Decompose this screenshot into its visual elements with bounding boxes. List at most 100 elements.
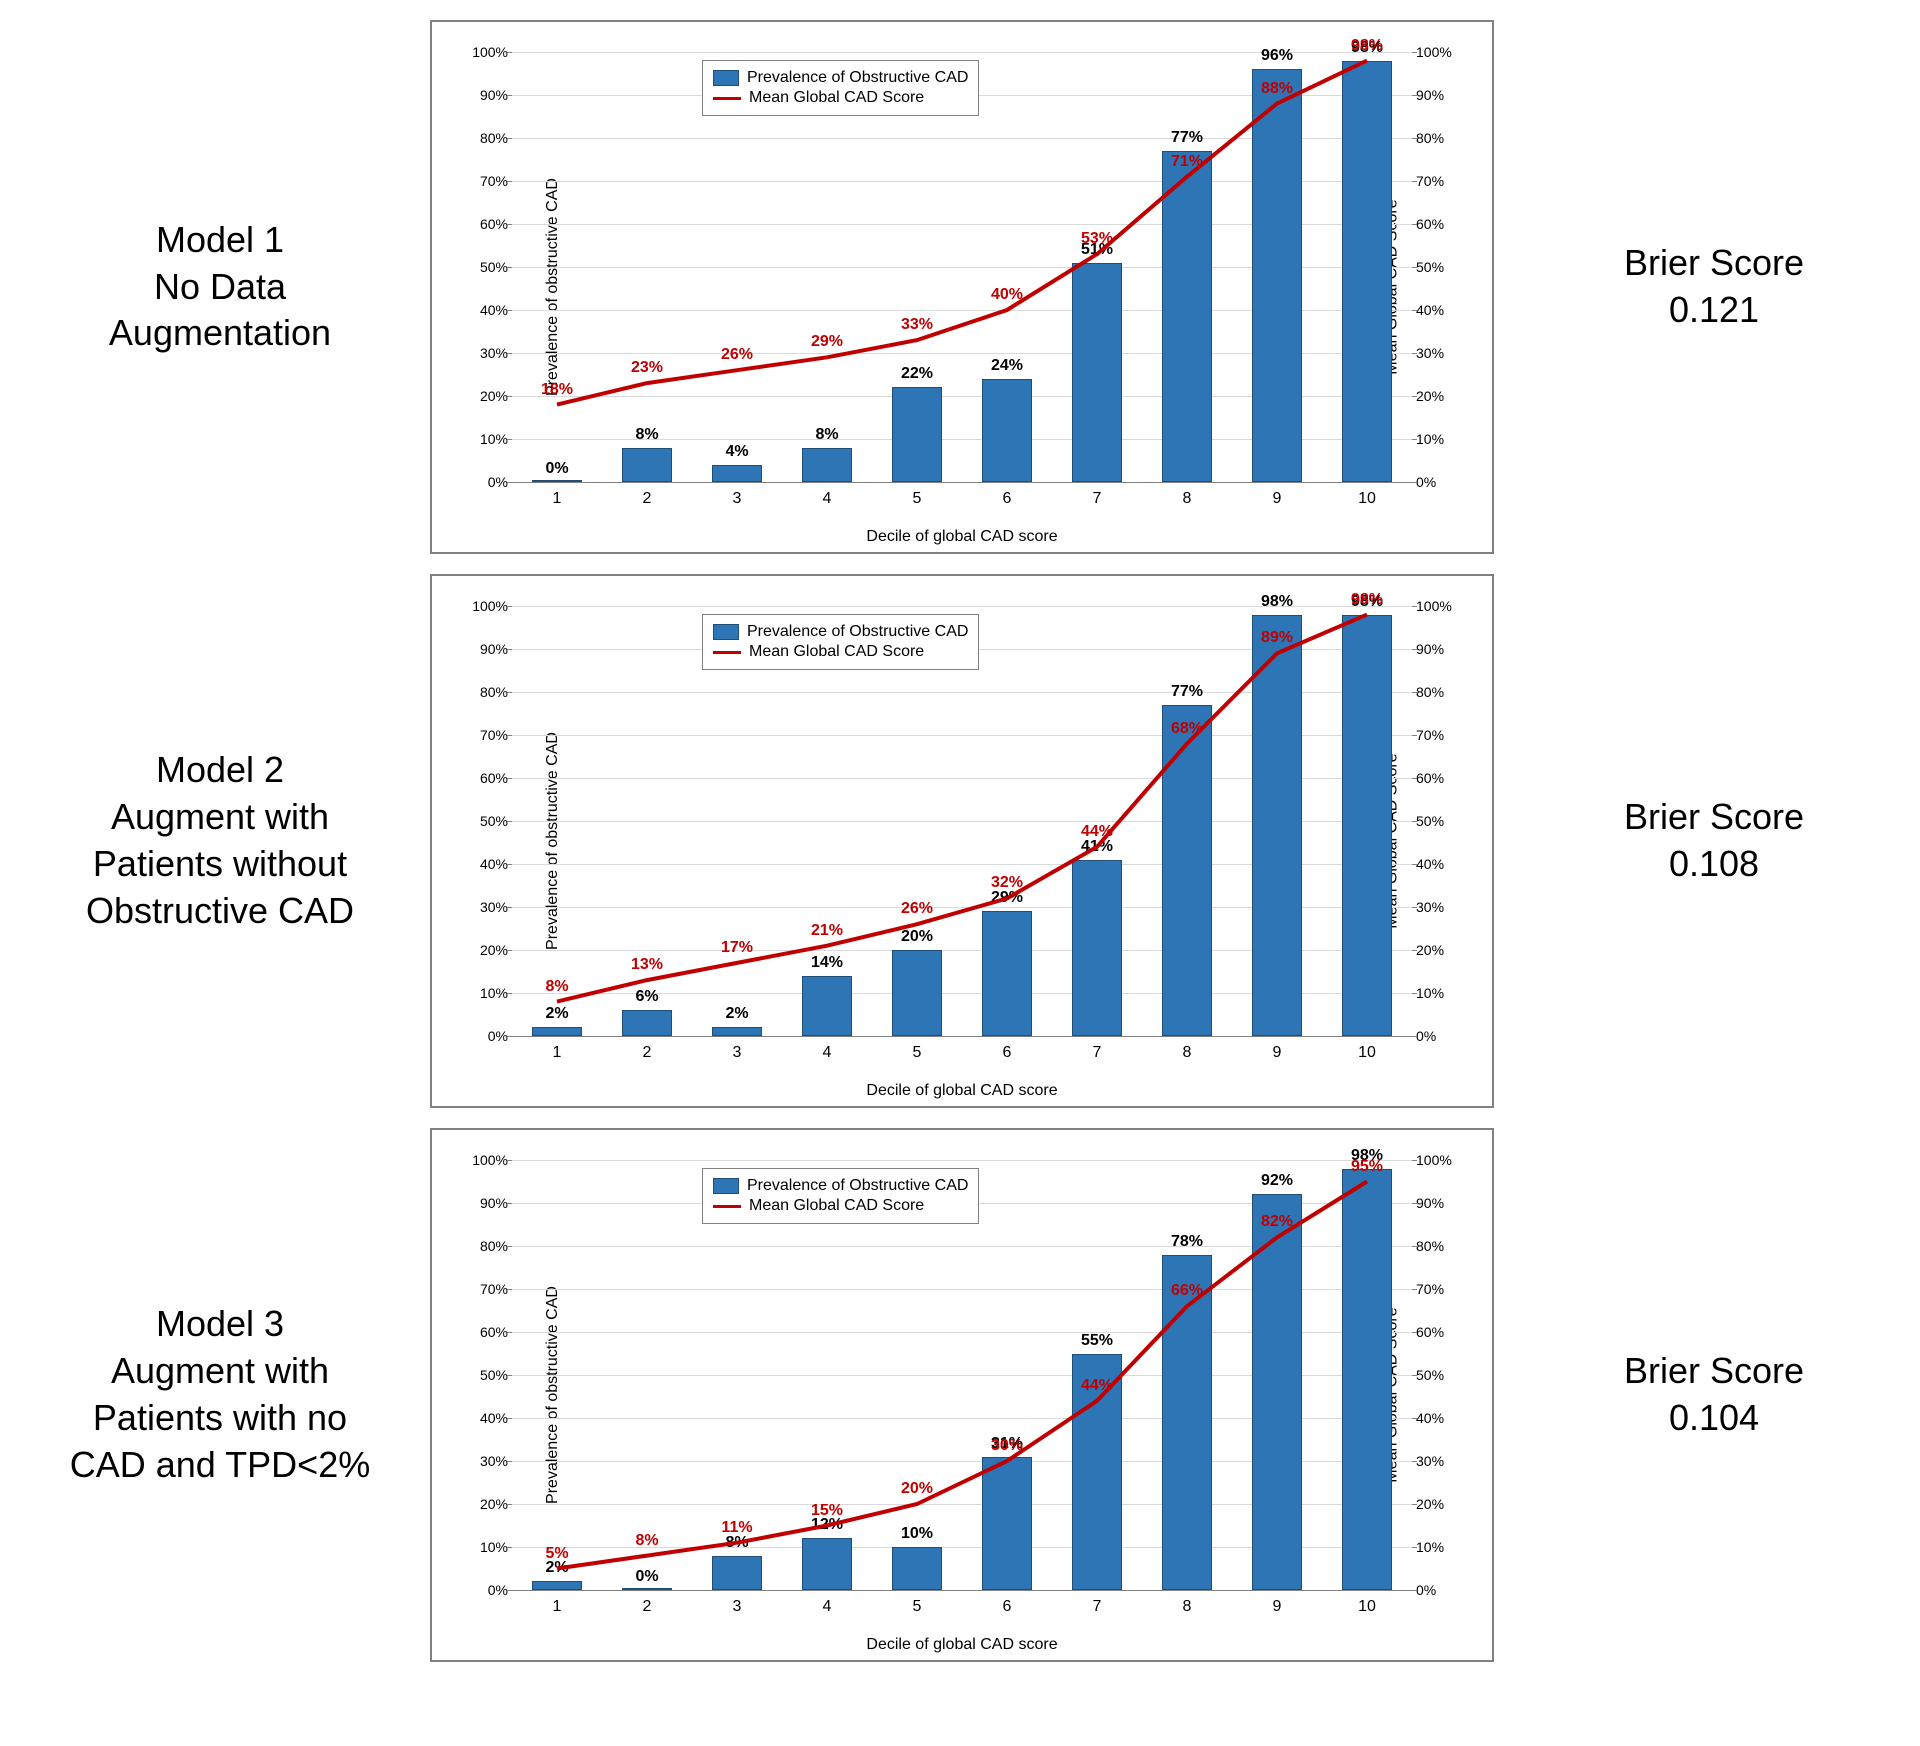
line-value-label: 18% — [541, 381, 573, 399]
line-value-label: 82% — [1261, 1213, 1293, 1231]
x-tick: 2 — [643, 1598, 652, 1616]
y-tick-right: 80% — [1416, 684, 1454, 700]
y-tick-right: 40% — [1416, 856, 1454, 872]
legend-bar-label: Prevalence of Obstructive CAD — [747, 69, 968, 87]
x-tick: 6 — [1003, 1044, 1012, 1062]
x-tick: 2 — [643, 1044, 652, 1062]
line-value-label: 26% — [901, 900, 933, 918]
y-tick-right: 0% — [1416, 474, 1454, 490]
line-value-label: 21% — [811, 922, 843, 940]
line-value-label: 8% — [545, 978, 568, 996]
line-value-label: 29% — [811, 333, 843, 351]
y-tick-left: 70% — [470, 173, 508, 189]
y-tick-left: 90% — [470, 87, 508, 103]
y-tick-right: 30% — [1416, 1453, 1454, 1469]
y-tick-right: 60% — [1416, 770, 1454, 786]
y-tick-left: 50% — [470, 813, 508, 829]
y-tick-right: 0% — [1416, 1028, 1454, 1044]
y-tick-left: 40% — [470, 856, 508, 872]
y-tick-left: 10% — [470, 985, 508, 1001]
y-tick-left: 10% — [470, 1539, 508, 1555]
x-tick: 3 — [733, 490, 742, 508]
x-axis-label: Decile of global CAD score — [866, 1636, 1057, 1654]
x-tick: 9 — [1273, 1044, 1282, 1062]
panel-right-title: Brier Score0.121 — [1494, 240, 1914, 334]
y-tick-right: 50% — [1416, 259, 1454, 275]
y-tick-right: 90% — [1416, 1195, 1454, 1211]
panel-left-title: Model 1No DataAugmentation — [20, 217, 430, 357]
y-tick-right: 50% — [1416, 813, 1454, 829]
chart-panel-2: Prevalence of obstructive CADMean Global… — [430, 574, 1494, 1108]
x-tick: 10 — [1358, 490, 1376, 508]
x-tick: 8 — [1183, 490, 1192, 508]
y-tick-left: 100% — [470, 44, 508, 60]
y-tick-left: 80% — [470, 130, 508, 146]
y-tick-left: 40% — [470, 302, 508, 318]
y-tick-right: 100% — [1416, 598, 1454, 614]
line-value-label: 44% — [1081, 1377, 1113, 1395]
y-tick-right: 20% — [1416, 1496, 1454, 1512]
y-tick-left: 90% — [470, 641, 508, 657]
y-tick-right: 70% — [1416, 727, 1454, 743]
y-tick-left: 0% — [470, 474, 508, 490]
y-tick-right: 30% — [1416, 345, 1454, 361]
x-tick: 8 — [1183, 1044, 1192, 1062]
y-tick-left: 30% — [470, 345, 508, 361]
y-tick-left: 50% — [470, 259, 508, 275]
x-tick: 5 — [913, 1044, 922, 1062]
x-tick: 10 — [1358, 1598, 1376, 1616]
y-tick-left: 20% — [470, 1496, 508, 1512]
line-value-label: 15% — [811, 1502, 843, 1520]
y-tick-left: 30% — [470, 899, 508, 915]
x-tick: 8 — [1183, 1598, 1192, 1616]
y-tick-right: 80% — [1416, 130, 1454, 146]
x-tick: 7 — [1093, 1044, 1102, 1062]
line-value-label: 88% — [1261, 80, 1293, 98]
y-tick-left: 60% — [470, 216, 508, 232]
line-value-label: 5% — [545, 1545, 568, 1563]
y-tick-right: 20% — [1416, 942, 1454, 958]
y-tick-right: 80% — [1416, 1238, 1454, 1254]
y-tick-right: 100% — [1416, 44, 1454, 60]
y-tick-right: 100% — [1416, 1152, 1454, 1168]
chart-panel-3: Prevalence of obstructive CADMean Global… — [430, 1128, 1494, 1662]
y-tick-left: 20% — [470, 942, 508, 958]
y-tick-right: 40% — [1416, 1410, 1454, 1426]
x-axis-label: Decile of global CAD score — [866, 1082, 1057, 1100]
x-tick: 1 — [553, 1598, 562, 1616]
y-tick-left: 20% — [470, 388, 508, 404]
line-value-label: 32% — [991, 874, 1023, 892]
x-tick: 1 — [553, 1044, 562, 1062]
y-tick-right: 10% — [1416, 1539, 1454, 1555]
panel-left-title: Model 2Augment withPatients withoutObstr… — [20, 747, 430, 934]
x-tick: 5 — [913, 1598, 922, 1616]
legend: Prevalence of Obstructive CAD Mean Global… — [702, 60, 979, 116]
y-tick-right: 70% — [1416, 173, 1454, 189]
legend-line-label: Mean Global CAD Score — [749, 643, 924, 661]
legend-line-label: Mean Global CAD Score — [749, 89, 924, 107]
x-tick: 2 — [643, 490, 652, 508]
line-value-label: 53% — [1081, 230, 1113, 248]
y-tick-left: 60% — [470, 1324, 508, 1340]
y-tick-left: 0% — [470, 1582, 508, 1598]
y-tick-left: 10% — [470, 431, 508, 447]
line-value-label: 17% — [721, 939, 753, 957]
x-tick: 7 — [1093, 1598, 1102, 1616]
line-value-label: 98% — [1351, 591, 1383, 609]
x-tick: 6 — [1003, 1598, 1012, 1616]
line-value-label: 66% — [1171, 1282, 1203, 1300]
y-tick-left: 60% — [470, 770, 508, 786]
x-tick: 7 — [1093, 490, 1102, 508]
y-tick-left: 40% — [470, 1410, 508, 1426]
x-tick: 3 — [733, 1044, 742, 1062]
y-tick-right: 0% — [1416, 1582, 1454, 1598]
y-tick-right: 50% — [1416, 1367, 1454, 1383]
y-tick-left: 80% — [470, 1238, 508, 1254]
y-tick-left: 50% — [470, 1367, 508, 1383]
line-value-label: 20% — [901, 1480, 933, 1498]
y-tick-left: 100% — [470, 598, 508, 614]
line-value-label: 13% — [631, 956, 663, 974]
line-value-label: 68% — [1171, 720, 1203, 738]
line-value-label: 33% — [901, 316, 933, 334]
y-tick-right: 30% — [1416, 899, 1454, 915]
